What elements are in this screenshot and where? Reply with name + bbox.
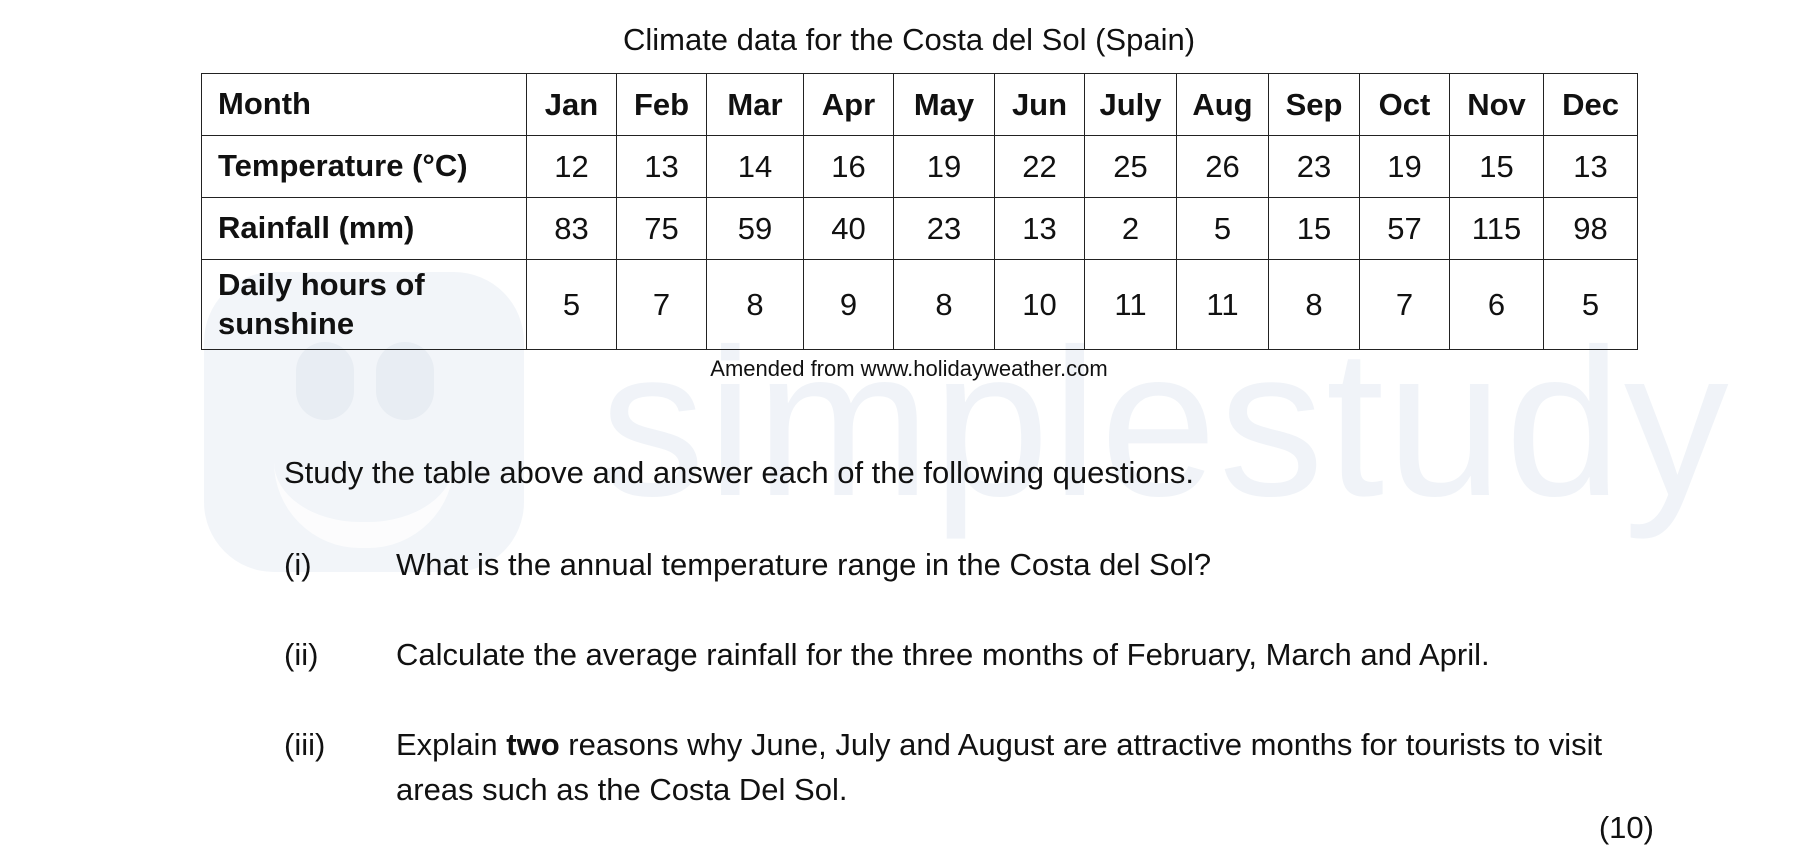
table-header-row: Month Jan Feb Mar Apr May Jun July Aug S… <box>201 73 1638 136</box>
month-header-cell: July <box>1084 73 1177 136</box>
table-cell: 22 <box>994 135 1085 198</box>
table-cell: 7 <box>616 259 707 350</box>
table-cell: 8 <box>1268 259 1360 350</box>
table-cell: 15 <box>1268 197 1360 260</box>
table-cell: 23 <box>1268 135 1360 198</box>
month-header-cell: Aug <box>1176 73 1269 136</box>
month-header-cell: Mar <box>706 73 804 136</box>
table-caption: Climate data for the Costa del Sol (Spai… <box>622 22 1196 57</box>
table-cell: 19 <box>893 135 995 198</box>
question-number: (ii) <box>284 637 319 672</box>
row-label: Rainfall (mm) <box>201 197 527 260</box>
table-cell: 115 <box>1449 197 1544 260</box>
row-label: Daily hours of sunshine <box>201 259 527 350</box>
question-text: Explain two reasons why June, July and A… <box>396 722 1676 812</box>
table-cell: 13 <box>616 135 707 198</box>
question-number: (i) <box>284 547 312 582</box>
table-cell: 83 <box>526 197 617 260</box>
table-cell: 14 <box>706 135 804 198</box>
month-header-cell: Jun <box>994 73 1085 136</box>
table-cell: 6 <box>1449 259 1544 350</box>
table-cell: 7 <box>1359 259 1450 350</box>
table-cell: 25 <box>1084 135 1177 198</box>
table-cell: 75 <box>616 197 707 260</box>
climate-table: Month Jan Feb Mar Apr May Jun July Aug S… <box>201 73 1638 350</box>
table-cell: 59 <box>706 197 804 260</box>
table-cell: 16 <box>803 135 894 198</box>
table-cell: 26 <box>1176 135 1269 198</box>
month-header-cell: Apr <box>803 73 894 136</box>
month-header-cell: Feb <box>616 73 707 136</box>
table-cell: 40 <box>803 197 894 260</box>
table-cell: 2 <box>1084 197 1177 260</box>
table-row-sunshine: Daily hours of sunshine 5 7 8 9 8 10 11 … <box>201 259 1638 350</box>
table-cell: 57 <box>1359 197 1450 260</box>
table-cell: 11 <box>1176 259 1269 350</box>
instruction-text: Study the table above and answer each of… <box>284 455 1194 490</box>
table-row-rainfall: Rainfall (mm) 83 75 59 40 23 13 2 5 15 5… <box>201 197 1638 260</box>
table-cell: 5 <box>526 259 617 350</box>
table-cell: 13 <box>994 197 1085 260</box>
question-text-emphasis: two <box>506 727 560 762</box>
month-header-cell: Dec <box>1543 73 1638 136</box>
month-header-cell: May <box>893 73 995 136</box>
marks-label: (10) <box>1598 810 1654 845</box>
table-cell: 23 <box>893 197 995 260</box>
table-cell: 98 <box>1543 197 1638 260</box>
header-cell-month: Month <box>201 73 527 136</box>
watermark-logo-eye-left <box>296 342 354 420</box>
table-cell: 10 <box>994 259 1085 350</box>
table-cell: 15 <box>1449 135 1544 198</box>
question-text-end: reasons why June, July and August are at… <box>396 727 1603 807</box>
month-header-cell: Nov <box>1449 73 1544 136</box>
source-note: Amended from www.holidayweather.com <box>710 356 1108 381</box>
table-cell: 8 <box>893 259 995 350</box>
question-number: (iii) <box>284 727 326 762</box>
question-text: What is the annual temperature range in … <box>396 547 1212 582</box>
month-header-cell: Oct <box>1359 73 1450 136</box>
table-cell: 19 <box>1359 135 1450 198</box>
question-text-start: Explain <box>396 727 507 762</box>
table-cell: 5 <box>1543 259 1638 350</box>
month-header-cell: Sep <box>1268 73 1360 136</box>
watermark-text: simplestudy <box>600 305 1731 540</box>
month-header-cell: Jan <box>526 73 617 136</box>
question-text: Calculate the average rainfall for the t… <box>396 637 1490 672</box>
table-cell: 5 <box>1176 197 1269 260</box>
row-label: Temperature (°C) <box>201 135 527 198</box>
table-cell: 11 <box>1084 259 1177 350</box>
table-cell: 13 <box>1543 135 1638 198</box>
watermark-logo-eye-right <box>376 342 434 420</box>
table-cell: 8 <box>706 259 804 350</box>
table-cell: 9 <box>803 259 894 350</box>
table-cell: 12 <box>526 135 617 198</box>
table-row-temperature: Temperature (°C) 12 13 14 16 19 22 25 26… <box>201 135 1638 198</box>
